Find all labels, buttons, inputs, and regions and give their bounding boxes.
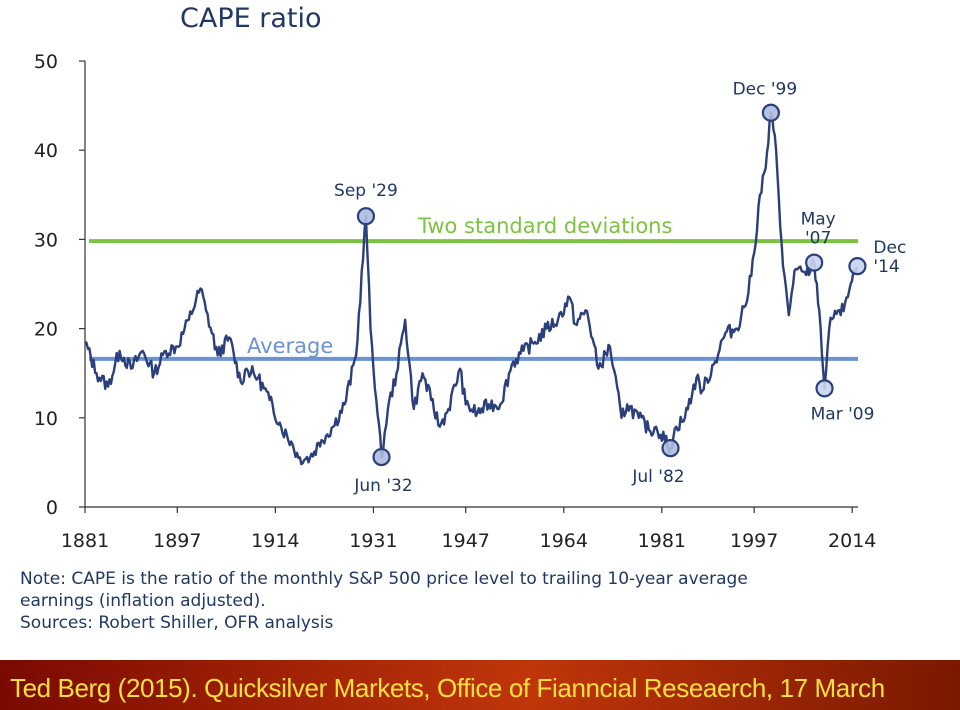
y-tick-label: 20 (34, 319, 58, 341)
x-tick-label: 1997 (730, 530, 778, 552)
y-axis: 0 10 20 30 40 50 (34, 51, 86, 519)
x-tick-label: 1931 (349, 530, 397, 552)
annotation-marker (661, 439, 680, 458)
x-tick-label: 2014 (828, 530, 876, 552)
annotation-marker (805, 253, 824, 272)
y-tick-label: 10 (34, 408, 58, 430)
note-line-1: Note: CAPE is the ratio of the monthly S… (20, 569, 748, 589)
x-tick-label: 1914 (251, 530, 299, 552)
annotation-label: Dec '14 (873, 238, 906, 277)
annotation-label: May '07 (801, 210, 836, 249)
y-tick-label: 50 (34, 51, 58, 73)
annotation-label: Mar '09 (811, 404, 875, 424)
annotation-marker (848, 257, 867, 276)
note-line-2: earnings (inflation adjusted). (20, 591, 266, 611)
x-tick-label: 1964 (540, 530, 588, 552)
citation-text: Ted Berg (2015). Quicksilver Markets, Of… (10, 673, 885, 703)
annotation-label: Jun '32 (353, 476, 412, 496)
x-tick-label: 1947 (442, 530, 490, 552)
annotation-label: Jul '82 (631, 467, 684, 487)
y-tick-label: 40 (34, 140, 58, 162)
reference-line-label: Two standard deviations (417, 214, 672, 238)
annotation-marker (372, 447, 391, 467)
x-tick-label: 1881 (61, 530, 109, 552)
annotation-marker (356, 207, 376, 226)
chart-notes: Note: CAPE is the ratio of the monthly S… (20, 568, 940, 634)
y-tick-label: 30 (34, 229, 58, 251)
x-axis: 1881 1897 1914 1931 1947 1964 1981 1997 2014 (61, 506, 876, 552)
annotation-marker (761, 103, 780, 122)
citation-banner: Ted Berg (2015). Quicksilver Markets, Of… (0, 660, 960, 710)
series-group (84, 111, 859, 466)
x-tick-label: 1981 (638, 530, 686, 552)
x-tick-label: 1897 (153, 530, 201, 552)
chart-title: CAPE ratio (180, 3, 322, 34)
y-tick-label: 0 (46, 497, 58, 519)
annotation-marker (815, 379, 834, 398)
annotation-group: Sep '29 Jun '32 Jul '82 Dec '99 May '07 Mar '0… (334, 80, 906, 496)
annotation-label: Sep '29 (334, 181, 398, 201)
reference-line-label: Average (247, 334, 333, 358)
reference-lines: Two standard deviations Average (89, 214, 858, 361)
cape-series-line (84, 111, 859, 466)
annotation-label: Dec '99 (733, 80, 798, 100)
sources-line: Sources: Robert Shiller, OFR analysis (20, 613, 334, 633)
